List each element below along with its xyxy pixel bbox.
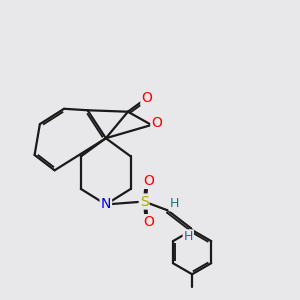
Text: H: H — [169, 197, 179, 210]
Text: N: N — [100, 197, 111, 212]
Text: O: O — [144, 174, 154, 188]
Text: H: H — [184, 230, 193, 243]
Text: S: S — [140, 194, 148, 208]
Text: O: O — [141, 91, 152, 105]
Text: O: O — [144, 215, 154, 229]
Text: O: O — [151, 116, 162, 130]
